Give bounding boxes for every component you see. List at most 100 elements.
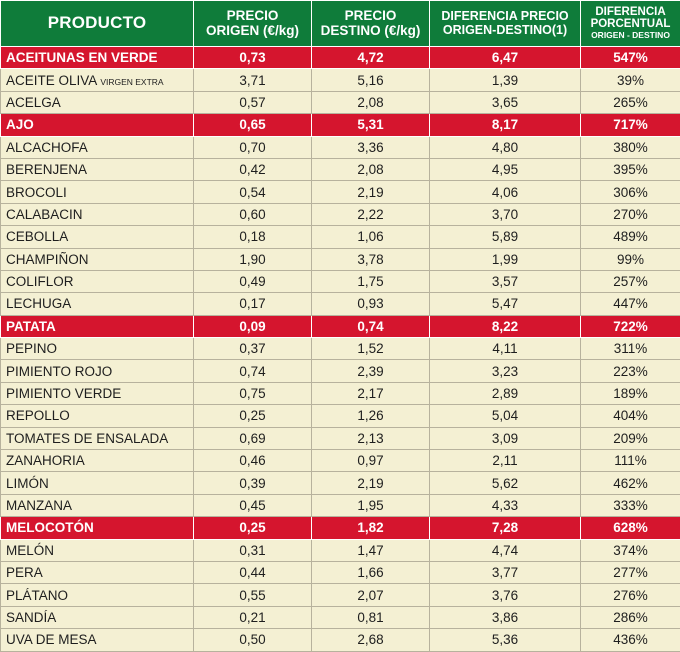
product-name: ACEITE OLIVA [6, 73, 97, 88]
porcentaje-cell: 257% [581, 270, 680, 292]
precio-destino-cell: 1,52 [312, 338, 430, 360]
porcentaje-cell: 306% [581, 181, 680, 203]
product-name: TOMATES DE ENSALADA [6, 431, 168, 446]
product-name-cell: ALCACHOFA [1, 136, 194, 158]
precio-destino-cell: 0,74 [312, 315, 430, 337]
header-row: PRODUCTO PRECIO ORIGEN (€/kg) PRECIO DES… [1, 1, 680, 47]
precio-origen-cell: 1,90 [194, 248, 312, 270]
product-name-cell: PIMIENTO ROJO [1, 360, 194, 382]
product-name-cell: MELOCOTÓN [1, 517, 194, 539]
precio-origen-cell: 0,45 [194, 494, 312, 516]
product-name: REPOLLO [6, 408, 70, 423]
precio-origen-cell: 0,60 [194, 203, 312, 225]
porcentaje-cell: 223% [581, 360, 680, 382]
precio-destino-cell: 0,93 [312, 293, 430, 315]
product-name-cell: ACEITE OLIVA VIRGEN EXTRA [1, 69, 194, 91]
diferencia-cell: 3,70 [430, 203, 581, 225]
precio-destino-cell: 2,07 [312, 584, 430, 606]
porcentaje-cell: 276% [581, 584, 680, 606]
precio-origen-cell: 0,74 [194, 360, 312, 382]
porcentaje-cell: 333% [581, 494, 680, 516]
product-name: CEBOLLA [6, 229, 68, 244]
precio-origen-cell: 0,50 [194, 629, 312, 651]
diferencia-cell: 4,11 [430, 338, 581, 360]
porcentaje-cell: 374% [581, 539, 680, 561]
porcentaje-cell: 311% [581, 338, 680, 360]
product-name: PLÁTANO [6, 588, 68, 603]
product-name-cell: PATATA [1, 315, 194, 337]
product-name-detail: VIRGEN EXTRA [100, 77, 163, 87]
porcentaje-cell: 436% [581, 629, 680, 651]
product-name: ACELGA [6, 95, 61, 110]
precio-destino-cell: 0,81 [312, 606, 430, 628]
diferencia-cell: 5,47 [430, 293, 581, 315]
precio-origen-cell: 0,09 [194, 315, 312, 337]
porcentaje-cell: 547% [581, 47, 680, 69]
precio-origen-cell: 0,65 [194, 114, 312, 136]
diferencia-cell: 4,74 [430, 539, 581, 561]
precio-destino-cell: 2,17 [312, 382, 430, 404]
product-name-cell: LECHUGA [1, 293, 194, 315]
precio-destino-cell: 1,75 [312, 270, 430, 292]
product-name-cell: MANZANA [1, 494, 194, 516]
porcentaje-cell: 286% [581, 606, 680, 628]
diferencia-cell: 2,89 [430, 382, 581, 404]
header-producto: PRODUCTO [1, 1, 194, 47]
diferencia-cell: 3,76 [430, 584, 581, 606]
product-name: BERENJENA [6, 162, 87, 177]
product-name-cell: ACELGA [1, 91, 194, 113]
precio-destino-cell: 5,16 [312, 69, 430, 91]
product-name-cell: ACEITUNAS EN VERDE [1, 47, 194, 69]
product-name: CALABACIN [6, 207, 83, 222]
precio-origen-cell: 0,25 [194, 405, 312, 427]
product-name-cell: TOMATES DE ENSALADA [1, 427, 194, 449]
porcentaje-cell: 722% [581, 315, 680, 337]
product-name: PIMIENTO ROJO [6, 364, 112, 379]
precio-origen-cell: 0,39 [194, 472, 312, 494]
product-name: SANDÍA [6, 610, 56, 625]
porcentaje-cell: 99% [581, 248, 680, 270]
porcentaje-cell: 209% [581, 427, 680, 449]
precio-destino-cell: 1,06 [312, 226, 430, 248]
header-precio-origen: PRECIO ORIGEN (€/kg) [194, 1, 312, 47]
product-name-cell: PERA [1, 561, 194, 583]
product-name: PATATA [6, 319, 56, 334]
product-name-cell: BROCOLI [1, 181, 194, 203]
precio-origen-cell: 0,46 [194, 450, 312, 472]
product-name: MELÓN [6, 543, 54, 558]
product-name-cell: COLIFLOR [1, 270, 194, 292]
product-name-cell: AJO [1, 114, 194, 136]
diferencia-cell: 5,89 [430, 226, 581, 248]
product-name: ALCACHOFA [6, 140, 88, 155]
precio-destino-cell: 1,66 [312, 561, 430, 583]
product-name: MELOCOTÓN [6, 520, 94, 535]
precio-origen-cell: 0,70 [194, 136, 312, 158]
diferencia-cell: 4,06 [430, 181, 581, 203]
header-precio-destino-line1: PRECIO [345, 8, 397, 23]
diferencia-cell: 6,47 [430, 47, 581, 69]
precio-origen-cell: 0,57 [194, 91, 312, 113]
precio-destino-cell: 3,78 [312, 248, 430, 270]
diferencia-cell: 5,62 [430, 472, 581, 494]
diferencia-cell: 3,77 [430, 561, 581, 583]
product-name: COLIFLOR [6, 274, 74, 289]
diferencia-cell: 1,39 [430, 69, 581, 91]
product-name: UVA DE MESA [6, 632, 97, 647]
precio-destino-cell: 1,26 [312, 405, 430, 427]
product-name-cell: CEBOLLA [1, 226, 194, 248]
